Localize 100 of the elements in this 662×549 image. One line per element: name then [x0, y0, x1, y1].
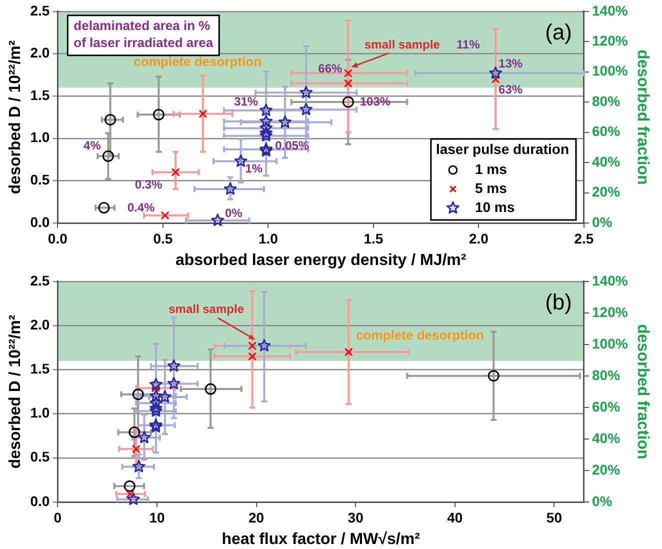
x-tick-label: 0.0: [48, 230, 68, 246]
y-tick-label: 0.0: [30, 214, 50, 230]
y2-tick-label: 80%: [592, 366, 621, 383]
point: [342, 96, 354, 108]
x-tick-label: 1.5: [364, 230, 384, 246]
y2-tick-label: 0%: [592, 214, 613, 230]
annotation: 0.4%: [127, 200, 156, 215]
point: [300, 86, 313, 98]
annotation: 1%: [245, 162, 263, 176]
y-tick-label: 1.5: [30, 360, 50, 376]
legend-title: laser pulse duration: [436, 140, 570, 157]
y-tick-label: 2.0: [30, 44, 50, 61]
point: [489, 66, 502, 79]
y-tick-label: 0.5: [30, 448, 50, 465]
y-tick-label: 2.5: [30, 2, 50, 18]
y-tick-label: 0.0: [30, 492, 50, 509]
y-axis-title: desorbed D / 10²²/m²: [7, 314, 24, 469]
band-label: complete desorption: [134, 54, 262, 70]
y-axis-title: desorbed D / 10²²/m²: [7, 40, 24, 194]
x-tick-label: 2.5: [574, 230, 594, 246]
x-axis-title: absorbed laser energy density / MJ/m²: [175, 252, 466, 269]
x-axis-title: heat flux factor / MW√s/m²: [222, 530, 420, 548]
point: [167, 359, 180, 372]
x-tick-label: 0: [54, 509, 62, 526]
x-tick-label: 10: [149, 509, 165, 526]
legend-label: 5 ms: [474, 180, 508, 196]
point: [211, 214, 224, 226]
point: [138, 430, 151, 444]
y2-tick-label: 100%: [592, 62, 628, 79]
point: [102, 150, 114, 162]
x-tick-label: 50: [546, 509, 562, 526]
annotation: 0.3%: [134, 178, 163, 192]
y2-tick-label: 60%: [592, 123, 621, 140]
point: [132, 444, 140, 454]
point: [158, 390, 172, 403]
annotation: small sample: [168, 302, 244, 316]
annotation: (b): [545, 289, 572, 314]
x-tick-label: 0.5: [153, 230, 173, 246]
y-tick-label: 1.5: [30, 86, 50, 103]
y2-tick-label: 120%: [592, 32, 628, 48]
point: [248, 342, 257, 350]
y2-tick-label: 100%: [592, 335, 628, 352]
point: [171, 168, 180, 176]
band-label: complete desorption: [356, 327, 484, 342]
y-tick-label: 2.5: [30, 272, 50, 288]
annotation: (a): [545, 19, 572, 44]
y-tick-label: 0.5: [30, 172, 50, 188]
y2-tick-label: 40%: [592, 430, 621, 446]
point: [132, 388, 144, 400]
y2-axis-title: desorbed fraction: [634, 324, 651, 460]
point: [260, 104, 273, 116]
annotation: 4%: [84, 138, 102, 152]
legend-label: 10 ms: [474, 198, 515, 215]
annotation: 66%: [318, 62, 343, 76]
point: [278, 116, 292, 128]
y2-tick-label: 40%: [592, 153, 621, 170]
point: [104, 114, 116, 126]
y2-tick-label: 20%: [592, 184, 621, 200]
annotation: 31%: [234, 94, 258, 109]
y-tick-label: 1.0: [30, 404, 50, 421]
point: [150, 389, 162, 402]
annotation: delaminated area in % of laser irradiated area: [74, 18, 214, 50]
annotation: 63%: [498, 82, 523, 96]
point: [258, 339, 271, 352]
y2-tick-label: 0%: [592, 492, 613, 509]
x-tick-label: 40: [447, 509, 463, 526]
point: [198, 110, 208, 118]
point: [132, 460, 146, 472]
point: [160, 211, 170, 220]
y2-tick-label: 80%: [592, 92, 621, 109]
point: [126, 490, 134, 498]
point: [126, 492, 140, 505]
x-tick-label: 1.0: [258, 230, 278, 246]
y-tick-label: 1.0: [30, 129, 50, 146]
y2-tick-label: 20%: [592, 461, 621, 478]
annotation: 11%: [456, 38, 480, 52]
point: [224, 182, 237, 195]
x-tick-label: 2.0: [468, 230, 489, 246]
point: [128, 426, 140, 438]
annotation: small sample: [364, 38, 440, 52]
y2-axis-title: desorbed fraction: [634, 50, 651, 185]
point: [204, 383, 216, 395]
point: [488, 370, 500, 382]
x-tick-label: 30: [348, 509, 364, 526]
point: [344, 348, 353, 356]
y2-tick-label: 60%: [592, 398, 621, 414]
point: [248, 352, 257, 361]
annotation: 13%: [498, 56, 523, 70]
point: [167, 377, 180, 390]
point: [234, 154, 248, 167]
point: [150, 378, 162, 390]
annotation: 103%: [360, 94, 391, 108]
point: [300, 102, 313, 116]
y2-tick-label: 120%: [592, 304, 628, 320]
point: [152, 108, 164, 120]
point: [491, 74, 500, 84]
y-tick-label: 2.0: [30, 316, 50, 332]
point: [124, 480, 136, 492]
annotation: 0.05%: [275, 138, 310, 153]
annotation: 0%: [224, 206, 243, 220]
